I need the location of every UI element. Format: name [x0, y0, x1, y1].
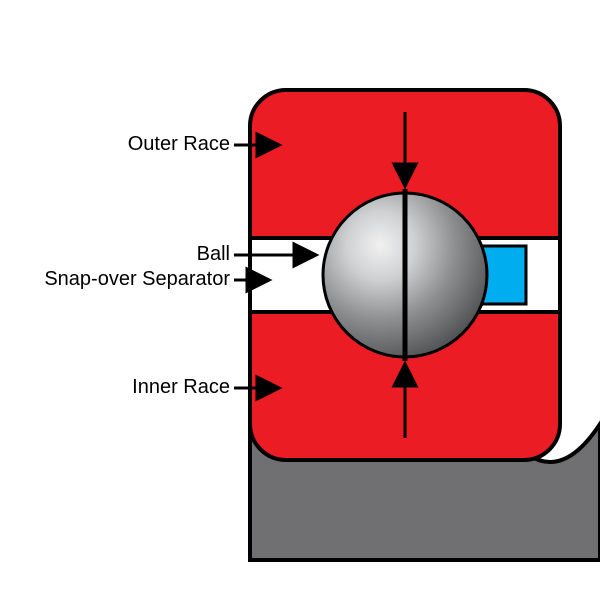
bearing-svg [0, 0, 600, 600]
label-inner-race: Inner Race [132, 376, 230, 399]
diagram-canvas: Outer Race Ball Snap-over Separator Inne… [0, 0, 600, 600]
label-outer-race: Outer Race [128, 133, 230, 156]
label-separator: Snap-over Separator [44, 268, 230, 291]
label-ball: Ball [197, 243, 230, 266]
